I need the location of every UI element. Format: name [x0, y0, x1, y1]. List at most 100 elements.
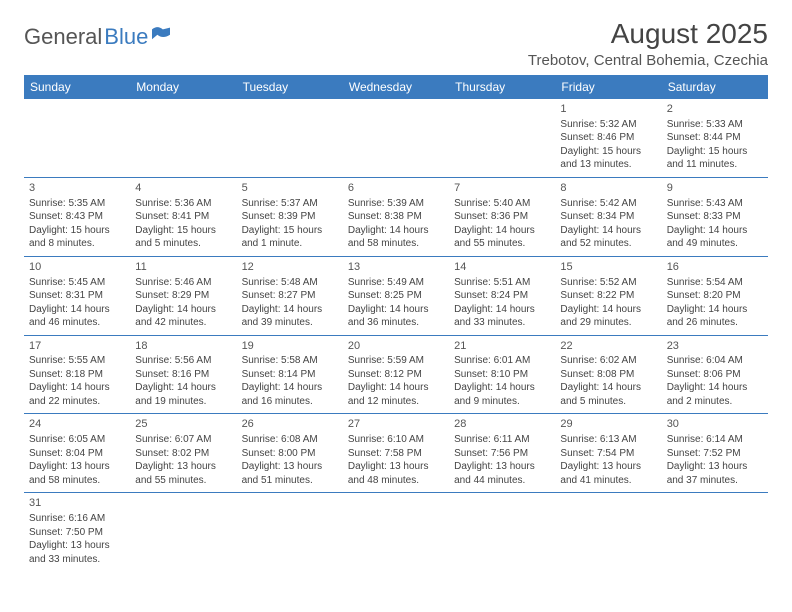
day-number: 8	[560, 181, 656, 196]
sunrise-line: Sunrise: 5:55 AM	[29, 354, 125, 368]
sunset-line: Sunset: 8:29 PM	[135, 289, 231, 303]
calendar-day-cell: 22Sunrise: 6:02 AMSunset: 8:08 PMDayligh…	[555, 336, 661, 414]
day-number: 11	[135, 260, 231, 275]
calendar-day-cell: 4Sunrise: 5:36 AMSunset: 8:41 PMDaylight…	[130, 178, 236, 256]
calendar-day-cell	[237, 493, 343, 571]
sunset-line: Sunset: 8:25 PM	[348, 289, 444, 303]
calendar-week-row: 31Sunrise: 6:16 AMSunset: 7:50 PMDayligh…	[24, 493, 768, 571]
sunset-line: Sunset: 8:46 PM	[560, 131, 656, 145]
calendar-day-cell: 18Sunrise: 5:56 AMSunset: 8:16 PMDayligh…	[130, 336, 236, 414]
day-number: 9	[667, 181, 763, 196]
day-number: 31	[29, 496, 125, 511]
calendar-day-cell	[237, 99, 343, 177]
sunrise-line: Sunrise: 6:07 AM	[135, 433, 231, 447]
day-number: 10	[29, 260, 125, 275]
sunset-line: Sunset: 8:22 PM	[560, 289, 656, 303]
flag-icon	[152, 26, 170, 40]
calendar-day-cell	[662, 493, 768, 571]
daylight-line: Daylight: 14 hours and 19 minutes.	[135, 381, 231, 408]
calendar-header-cell: Monday	[130, 75, 236, 99]
calendar-day-cell	[449, 99, 555, 177]
calendar-header-cell: Tuesday	[237, 75, 343, 99]
sunrise-line: Sunrise: 5:52 AM	[560, 276, 656, 290]
day-number: 24	[29, 417, 125, 432]
sunrise-line: Sunrise: 5:40 AM	[454, 197, 550, 211]
day-number: 6	[348, 181, 444, 196]
day-number: 28	[454, 417, 550, 432]
sunset-line: Sunset: 8:38 PM	[348, 210, 444, 224]
day-number: 25	[135, 417, 231, 432]
sunrise-line: Sunrise: 5:45 AM	[29, 276, 125, 290]
calendar-day-cell: 26Sunrise: 6:08 AMSunset: 8:00 PMDayligh…	[237, 414, 343, 492]
daylight-line: Daylight: 13 hours and 37 minutes.	[667, 460, 763, 487]
sunset-line: Sunset: 7:58 PM	[348, 447, 444, 461]
calendar-day-cell: 31Sunrise: 6:16 AMSunset: 7:50 PMDayligh…	[24, 493, 130, 571]
sunrise-line: Sunrise: 6:16 AM	[29, 512, 125, 526]
day-number: 13	[348, 260, 444, 275]
day-number: 12	[242, 260, 338, 275]
sunset-line: Sunset: 8:31 PM	[29, 289, 125, 303]
day-number: 26	[242, 417, 338, 432]
daylight-line: Daylight: 15 hours and 1 minute.	[242, 224, 338, 251]
sunrise-line: Sunrise: 5:56 AM	[135, 354, 231, 368]
calendar-header-cell: Friday	[555, 75, 661, 99]
daylight-line: Daylight: 13 hours and 51 minutes.	[242, 460, 338, 487]
calendar-day-cell: 7Sunrise: 5:40 AMSunset: 8:36 PMDaylight…	[449, 178, 555, 256]
calendar-day-cell: 27Sunrise: 6:10 AMSunset: 7:58 PMDayligh…	[343, 414, 449, 492]
sunrise-line: Sunrise: 5:43 AM	[667, 197, 763, 211]
calendar-day-cell: 11Sunrise: 5:46 AMSunset: 8:29 PMDayligh…	[130, 257, 236, 335]
sunset-line: Sunset: 8:10 PM	[454, 368, 550, 382]
day-number: 15	[560, 260, 656, 275]
calendar-day-cell: 28Sunrise: 6:11 AMSunset: 7:56 PMDayligh…	[449, 414, 555, 492]
calendar-day-cell: 29Sunrise: 6:13 AMSunset: 7:54 PMDayligh…	[555, 414, 661, 492]
daylight-line: Daylight: 13 hours and 44 minutes.	[454, 460, 550, 487]
sunrise-line: Sunrise: 6:10 AM	[348, 433, 444, 447]
sunrise-line: Sunrise: 5:49 AM	[348, 276, 444, 290]
daylight-line: Daylight: 14 hours and 22 minutes.	[29, 381, 125, 408]
calendar-day-cell: 6Sunrise: 5:39 AMSunset: 8:38 PMDaylight…	[343, 178, 449, 256]
page-title: August 2025	[528, 18, 768, 50]
daylight-line: Daylight: 13 hours and 48 minutes.	[348, 460, 444, 487]
daylight-line: Daylight: 14 hours and 36 minutes.	[348, 303, 444, 330]
daylight-line: Daylight: 14 hours and 42 minutes.	[135, 303, 231, 330]
calendar-day-cell: 30Sunrise: 6:14 AMSunset: 7:52 PMDayligh…	[662, 414, 768, 492]
calendar-day-cell: 16Sunrise: 5:54 AMSunset: 8:20 PMDayligh…	[662, 257, 768, 335]
daylight-line: Daylight: 13 hours and 58 minutes.	[29, 460, 125, 487]
calendar-day-cell	[24, 99, 130, 177]
daylight-line: Daylight: 14 hours and 33 minutes.	[454, 303, 550, 330]
sunset-line: Sunset: 8:27 PM	[242, 289, 338, 303]
sunrise-line: Sunrise: 6:01 AM	[454, 354, 550, 368]
daylight-line: Daylight: 14 hours and 39 minutes.	[242, 303, 338, 330]
day-number: 5	[242, 181, 338, 196]
calendar-day-cell: 12Sunrise: 5:48 AMSunset: 8:27 PMDayligh…	[237, 257, 343, 335]
calendar-day-cell: 15Sunrise: 5:52 AMSunset: 8:22 PMDayligh…	[555, 257, 661, 335]
calendar-day-cell: 9Sunrise: 5:43 AMSunset: 8:33 PMDaylight…	[662, 178, 768, 256]
day-number: 21	[454, 339, 550, 354]
calendar-day-cell: 21Sunrise: 6:01 AMSunset: 8:10 PMDayligh…	[449, 336, 555, 414]
sunset-line: Sunset: 8:06 PM	[667, 368, 763, 382]
day-number: 29	[560, 417, 656, 432]
calendar-week-row: 1Sunrise: 5:32 AMSunset: 8:46 PMDaylight…	[24, 99, 768, 178]
logo-text-2: Blue	[104, 24, 148, 50]
sunrise-line: Sunrise: 5:32 AM	[560, 118, 656, 132]
calendar-header-cell: Wednesday	[343, 75, 449, 99]
sunset-line: Sunset: 8:24 PM	[454, 289, 550, 303]
logo-text-1: General	[24, 24, 102, 50]
calendar-day-cell: 1Sunrise: 5:32 AMSunset: 8:46 PMDaylight…	[555, 99, 661, 177]
day-number: 7	[454, 181, 550, 196]
sunrise-line: Sunrise: 6:14 AM	[667, 433, 763, 447]
sunset-line: Sunset: 8:36 PM	[454, 210, 550, 224]
sunset-line: Sunset: 8:14 PM	[242, 368, 338, 382]
calendar-day-cell: 24Sunrise: 6:05 AMSunset: 8:04 PMDayligh…	[24, 414, 130, 492]
sunset-line: Sunset: 8:34 PM	[560, 210, 656, 224]
sunset-line: Sunset: 8:12 PM	[348, 368, 444, 382]
daylight-line: Daylight: 14 hours and 12 minutes.	[348, 381, 444, 408]
day-number: 3	[29, 181, 125, 196]
sunrise-line: Sunrise: 6:08 AM	[242, 433, 338, 447]
sunset-line: Sunset: 7:52 PM	[667, 447, 763, 461]
calendar-day-cell: 5Sunrise: 5:37 AMSunset: 8:39 PMDaylight…	[237, 178, 343, 256]
calendar-day-cell: 10Sunrise: 5:45 AMSunset: 8:31 PMDayligh…	[24, 257, 130, 335]
sunset-line: Sunset: 7:54 PM	[560, 447, 656, 461]
daylight-line: Daylight: 13 hours and 41 minutes.	[560, 460, 656, 487]
sunrise-line: Sunrise: 6:05 AM	[29, 433, 125, 447]
